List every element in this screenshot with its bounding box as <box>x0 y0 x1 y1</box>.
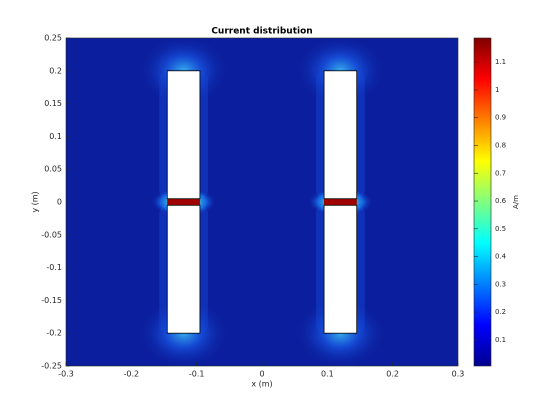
x-tick-label: -0.3 <box>58 370 74 379</box>
y-tick-label: 0.15 <box>44 99 62 108</box>
antenna-element <box>166 204 201 334</box>
y-tick-label: -0.2 <box>46 329 62 338</box>
y-tick-label: 0.05 <box>44 165 62 174</box>
y-tick-label: 0 <box>57 198 62 207</box>
antenna-element <box>323 204 358 334</box>
colorbar-tick-label: 0.4 <box>495 253 507 261</box>
colorbar-tick-label: 0.5 <box>495 225 506 233</box>
x-tick-label: 0 <box>259 370 264 379</box>
x-axis-label: x (m) <box>251 380 272 389</box>
x-tick-label: 0.1 <box>321 370 334 379</box>
y-tick-label: -0.05 <box>41 230 62 239</box>
colorbar-tick-label: 0.3 <box>495 280 506 288</box>
antenna-element <box>166 70 201 200</box>
colorbar-tick-label: 0.1 <box>495 336 506 344</box>
antenna-element <box>323 70 358 200</box>
chart-title: Current distribution <box>211 27 312 37</box>
colorbar <box>473 37 492 367</box>
colorbar-tick-label: 0.8 <box>495 141 506 149</box>
colorbar-tick-label: 1.1 <box>495 58 506 66</box>
feed-current <box>167 198 200 206</box>
y-tick-label: -0.1 <box>46 263 62 272</box>
x-tick-label: -0.2 <box>124 370 140 379</box>
colorbar-tick-label: 0.6 <box>495 197 507 205</box>
colorbar-tick-label: 1 <box>495 86 499 94</box>
y-tick-label: 0.1 <box>49 132 62 141</box>
x-tick-label: 0.3 <box>452 370 465 379</box>
x-tick-label: -0.1 <box>189 370 205 379</box>
y-tick-label: -0.25 <box>41 362 62 371</box>
colorbar-tick-label: 0.2 <box>495 308 506 316</box>
y-axis-label: y (m) <box>31 191 40 212</box>
colorbar-tick-label: 0.9 <box>495 114 506 122</box>
y-tick-label: 0.25 <box>44 34 62 43</box>
colorbar-tick-label: 0.7 <box>495 169 506 177</box>
x-tick-label: 0.2 <box>386 370 399 379</box>
y-tick-label: 0.2 <box>49 66 62 75</box>
field-background <box>66 38 458 366</box>
feed-current <box>324 198 357 206</box>
y-tick-label: -0.15 <box>41 296 62 305</box>
colorbar-label: A/m <box>512 195 520 209</box>
field <box>137 38 387 366</box>
